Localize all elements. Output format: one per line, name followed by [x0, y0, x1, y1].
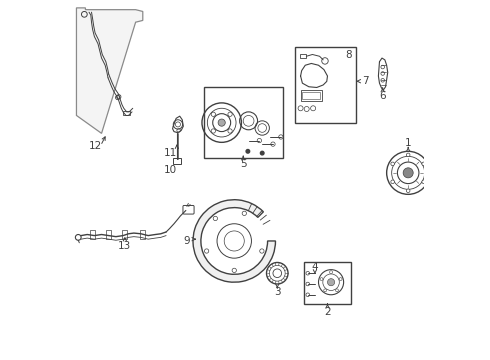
Circle shape — [403, 168, 413, 178]
Text: 3: 3 — [274, 287, 281, 297]
Circle shape — [339, 278, 342, 280]
Text: 1: 1 — [405, 139, 412, 148]
Bar — [300, 54, 306, 58]
Bar — [140, 230, 146, 239]
Circle shape — [246, 149, 250, 153]
Bar — [304, 262, 351, 304]
Bar — [106, 230, 111, 239]
Text: 7: 7 — [362, 76, 368, 86]
Circle shape — [391, 180, 394, 184]
Bar — [295, 47, 356, 123]
Text: 13: 13 — [118, 241, 131, 251]
Text: 8: 8 — [345, 50, 352, 60]
Circle shape — [324, 289, 327, 292]
Circle shape — [422, 162, 425, 166]
Circle shape — [260, 151, 264, 155]
Circle shape — [406, 153, 410, 157]
Circle shape — [336, 289, 339, 292]
Text: 5: 5 — [240, 159, 246, 169]
Text: 10: 10 — [164, 165, 177, 175]
Text: 12: 12 — [89, 141, 102, 151]
Bar — [90, 230, 95, 239]
Bar — [122, 230, 127, 239]
Circle shape — [330, 271, 333, 274]
Bar — [172, 158, 181, 164]
Bar — [123, 111, 130, 116]
Circle shape — [422, 180, 425, 184]
Polygon shape — [76, 8, 143, 134]
Wedge shape — [193, 200, 275, 282]
Circle shape — [320, 278, 323, 280]
Text: 9: 9 — [184, 236, 190, 246]
Text: 11: 11 — [164, 148, 177, 158]
Bar — [204, 87, 283, 158]
Circle shape — [218, 119, 225, 126]
Circle shape — [327, 279, 335, 286]
Text: 2: 2 — [324, 307, 331, 316]
Bar — [302, 93, 320, 99]
Circle shape — [406, 189, 410, 193]
Circle shape — [391, 162, 394, 166]
Text: 4: 4 — [312, 262, 318, 272]
Text: 6: 6 — [379, 91, 386, 101]
Bar — [300, 90, 322, 101]
